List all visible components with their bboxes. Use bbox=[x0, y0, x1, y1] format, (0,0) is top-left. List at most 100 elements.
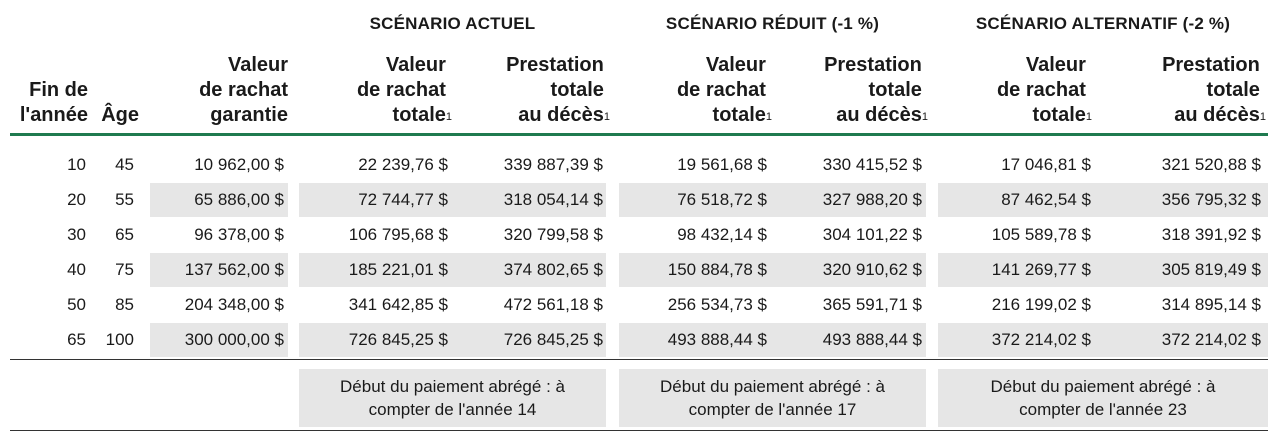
cell-actuel-valeur: 341 642,85 $ bbox=[348, 295, 448, 314]
cell-actuel-prestation: 472 561,18 $ bbox=[503, 295, 603, 314]
cell-alternatif-prestation: 318 391,92 $ bbox=[1161, 225, 1261, 244]
cell-annee: 10 bbox=[67, 155, 86, 174]
note-alternatif: Début du paiement abrégé : à compter de … bbox=[938, 369, 1268, 427]
cell-valeur-garantie: 204 348,00 $ bbox=[184, 295, 284, 314]
header-reduit-valeur: Valeur de rachat totale 1 bbox=[620, 52, 772, 128]
cell-age: 55 bbox=[115, 190, 134, 209]
cell-valeur-garantie: 96 378,00 $ bbox=[194, 225, 284, 244]
row-band bbox=[299, 323, 606, 357]
cell-annee: 50 bbox=[67, 295, 86, 314]
scenario-title-actuel: SCÉNARIO ACTUEL bbox=[369, 14, 536, 33]
cell-age: 45 bbox=[115, 155, 134, 174]
cell-alternatif-prestation: 305 819,49 $ bbox=[1161, 260, 1261, 279]
cell-reduit-prestation: 304 101,22 $ bbox=[822, 225, 922, 244]
cell-valeur-garantie: 65 886,00 $ bbox=[194, 190, 284, 209]
footnote-mark: 1 bbox=[603, 111, 610, 123]
cell-actuel-prestation: 318 054,14 $ bbox=[503, 190, 603, 209]
header-valeur-garantie-label: Valeur de rachat garantie bbox=[199, 54, 288, 126]
cell-valeur-garantie: 10 962,00 $ bbox=[194, 155, 284, 174]
cell-reduit-valeur: 256 534,73 $ bbox=[667, 295, 767, 314]
row-band bbox=[619, 253, 926, 287]
cell-alternatif-prestation: 372 214,02 $ bbox=[1161, 330, 1261, 349]
cell-alternatif-prestation: 321 520,88 $ bbox=[1161, 155, 1261, 174]
cell-actuel-valeur: 106 795,68 $ bbox=[348, 225, 448, 244]
row-band bbox=[299, 253, 606, 287]
cell-alternatif-valeur: 216 199,02 $ bbox=[991, 295, 1091, 314]
scenario-title-alternatif: SCÉNARIO ALTERNATIF (-2 %) bbox=[975, 14, 1231, 33]
cell-reduit-valeur: 19 561,68 $ bbox=[677, 155, 767, 174]
table-row: 50 85 204 348,00 $ 341 642,85 $ 472 561,18 $… bbox=[0, 288, 1277, 322]
footnote-mark: 1 bbox=[1259, 111, 1266, 123]
scenario-title-reduit: SCÉNARIO RÉDUIT (-1 %) bbox=[665, 14, 880, 33]
cell-actuel-valeur: 72 744,77 $ bbox=[358, 190, 448, 209]
table-end-rule bbox=[10, 430, 1268, 431]
cell-actuel-prestation: 726 845,25 $ bbox=[503, 330, 603, 349]
note-reduit: Début du paiement abrégé : à compter de … bbox=[619, 369, 926, 427]
table-row: 40 75 137 562,00 $ 185 221,01 $ 374 802,65 $… bbox=[0, 253, 1277, 287]
cell-reduit-prestation: 365 591,71 $ bbox=[822, 295, 922, 314]
row-band bbox=[938, 183, 1268, 217]
cell-annee: 20 bbox=[67, 190, 86, 209]
cell-age: 100 bbox=[105, 330, 134, 349]
cell-reduit-valeur: 150 884,78 $ bbox=[667, 260, 767, 279]
header-reduit-prestation-label: Prestation totale au décès bbox=[824, 54, 922, 126]
cell-age: 85 bbox=[115, 295, 134, 314]
cell-reduit-prestation: 493 888,44 $ bbox=[822, 330, 922, 349]
cell-actuel-valeur: 726 845,25 $ bbox=[348, 330, 448, 349]
cell-alternatif-valeur: 141 269,77 $ bbox=[991, 260, 1091, 279]
cell-annee: 40 bbox=[67, 260, 86, 279]
footnote-mark: 1 bbox=[921, 111, 928, 123]
header-age: Âge bbox=[95, 52, 139, 128]
table-row: 65 100 300 000,00 $ 726 845,25 $ 726 845,25 … bbox=[0, 323, 1277, 357]
note-actuel: Début du paiement abrégé : à compter de … bbox=[299, 369, 606, 427]
cell-reduit-prestation: 327 988,20 $ bbox=[822, 190, 922, 209]
table-row: 10 45 10 962,00 $ 22 239,76 $ 339 887,39 $ 19… bbox=[0, 148, 1277, 182]
header-actuel-prestation-label: Prestation totale au décès bbox=[506, 54, 604, 126]
cell-reduit-valeur: 76 518,72 $ bbox=[677, 190, 767, 209]
cell-alternatif-prestation: 356 795,32 $ bbox=[1161, 190, 1261, 209]
header-alternatif-valeur: Valeur de rachat totale 1 bbox=[940, 52, 1092, 128]
cell-alternatif-valeur: 87 462,54 $ bbox=[1001, 190, 1091, 209]
cell-age: 75 bbox=[115, 260, 134, 279]
row-band bbox=[150, 323, 288, 357]
cell-reduit-valeur: 493 888,44 $ bbox=[667, 330, 767, 349]
cell-reduit-prestation: 320 910,62 $ bbox=[822, 260, 922, 279]
table-bottom-rule bbox=[10, 359, 1268, 360]
header-alternatif-prestation-label: Prestation totale au décès bbox=[1162, 54, 1260, 126]
cell-alternatif-prestation: 314 895,14 $ bbox=[1161, 295, 1261, 314]
cell-actuel-prestation: 320 799,58 $ bbox=[503, 225, 603, 244]
row-band bbox=[619, 323, 926, 357]
header-age-label: Âge bbox=[101, 104, 139, 126]
table-row: 30 65 96 378,00 $ 106 795,68 $ 320 799,58 $ 9… bbox=[0, 218, 1277, 252]
row-band bbox=[150, 253, 288, 287]
header-rule bbox=[10, 133, 1268, 136]
cell-alternatif-valeur: 105 589,78 $ bbox=[991, 225, 1091, 244]
cell-annee: 65 bbox=[67, 330, 86, 349]
cell-actuel-valeur: 185 221,01 $ bbox=[348, 260, 448, 279]
cell-actuel-prestation: 374 802,65 $ bbox=[503, 260, 603, 279]
cell-actuel-valeur: 22 239,76 $ bbox=[358, 155, 448, 174]
cell-valeur-garantie: 137 562,00 $ bbox=[184, 260, 284, 279]
table-row: 20 55 65 886,00 $ 72 744,77 $ 318 054,14 $ 76… bbox=[0, 183, 1277, 217]
header-reduit-prestation: Prestation totale au décès 1 bbox=[776, 52, 928, 128]
header-reduit-valeur-label: Valeur de rachat totale bbox=[676, 54, 766, 126]
header-alternatif-prestation: Prestation totale au décès 1 bbox=[1106, 52, 1266, 128]
header-fin-annee: Fin de l'année bbox=[8, 52, 88, 128]
header-actuel-prestation: Prestation totale au décès 1 bbox=[458, 52, 610, 128]
header-actuel-valeur: Valeur de rachat totale 1 bbox=[300, 52, 452, 128]
footnote-mark: 1 bbox=[1085, 111, 1092, 123]
footnote-mark: 1 bbox=[765, 111, 772, 123]
header-fin-annee-label: Fin de l'année bbox=[19, 79, 88, 126]
row-band bbox=[938, 253, 1268, 287]
header-actuel-valeur-label: Valeur de rachat totale bbox=[356, 54, 446, 126]
row-band bbox=[150, 183, 288, 217]
cell-annee: 30 bbox=[67, 225, 86, 244]
row-band bbox=[299, 183, 606, 217]
cell-valeur-garantie: 300 000,00 $ bbox=[184, 330, 284, 349]
header-alternatif-valeur-label: Valeur de rachat totale bbox=[996, 54, 1086, 126]
cell-alternatif-valeur: 17 046,81 $ bbox=[1001, 155, 1091, 174]
cell-reduit-prestation: 330 415,52 $ bbox=[822, 155, 922, 174]
cell-age: 65 bbox=[115, 225, 134, 244]
footnote-mark: 1 bbox=[445, 111, 452, 123]
cell-reduit-valeur: 98 432,14 $ bbox=[677, 225, 767, 244]
